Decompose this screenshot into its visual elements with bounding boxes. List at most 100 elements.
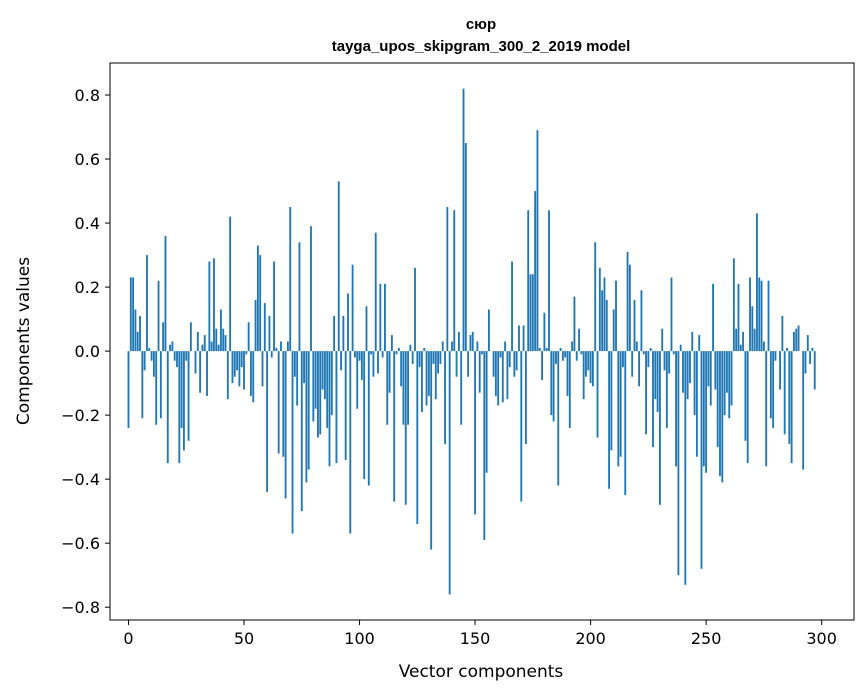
bar xyxy=(628,264,631,352)
bar xyxy=(760,280,763,352)
bar xyxy=(548,210,550,352)
bar xyxy=(367,351,370,486)
bar xyxy=(686,351,689,400)
bar xyxy=(670,277,673,352)
x-tick-label: 100 xyxy=(344,629,375,648)
y-axis-ticks: −0.8 −0.6 −0.4 −0.2 0.0 0.2 0.4 0.6 0.8 xyxy=(61,86,110,617)
bar xyxy=(377,351,379,374)
bar-series xyxy=(127,88,816,595)
bar xyxy=(714,351,717,390)
bar xyxy=(409,344,412,352)
bar xyxy=(296,351,299,406)
bar xyxy=(430,351,433,550)
bar xyxy=(610,351,613,451)
bar xyxy=(640,290,643,352)
bar xyxy=(485,351,488,473)
bar xyxy=(349,351,352,534)
bar xyxy=(136,331,139,352)
bar xyxy=(497,351,500,406)
bar xyxy=(464,143,467,352)
bar xyxy=(273,261,275,352)
bar xyxy=(730,351,733,406)
bar xyxy=(462,88,465,352)
bar xyxy=(695,351,698,457)
bar xyxy=(605,299,608,352)
bar xyxy=(252,351,255,403)
bar xyxy=(568,351,571,428)
y-axis-label: Components values xyxy=(14,257,34,425)
x-tick-label: 150 xyxy=(460,629,491,648)
bar xyxy=(603,277,606,352)
bar xyxy=(728,351,731,419)
bar xyxy=(802,351,805,470)
bar xyxy=(531,274,534,352)
bar xyxy=(243,351,245,390)
bar xyxy=(155,351,158,425)
bar xyxy=(571,341,574,352)
bar xyxy=(344,351,347,460)
bar xyxy=(444,351,446,444)
bar xyxy=(256,245,259,352)
bar xyxy=(187,351,190,441)
bar xyxy=(693,351,696,416)
x-tick-label: 250 xyxy=(691,629,722,648)
bar xyxy=(374,232,377,352)
bar xyxy=(735,328,738,352)
bar xyxy=(217,344,220,352)
bar xyxy=(742,331,745,352)
bar xyxy=(159,351,162,419)
bar xyxy=(658,351,661,505)
bar xyxy=(407,351,409,425)
bar xyxy=(157,280,160,352)
bar xyxy=(354,351,356,358)
bar xyxy=(224,335,227,352)
bar xyxy=(624,351,627,496)
bar xyxy=(732,258,735,352)
bar xyxy=(386,351,389,425)
bar xyxy=(134,309,137,352)
bar xyxy=(356,351,359,409)
bar xyxy=(474,351,476,515)
bar xyxy=(723,351,726,416)
bar xyxy=(298,242,301,352)
bar xyxy=(575,351,578,361)
bar xyxy=(203,335,206,352)
bar xyxy=(397,347,400,352)
bar xyxy=(596,351,599,438)
bar xyxy=(206,351,208,396)
bar xyxy=(284,351,287,499)
bar xyxy=(400,351,403,387)
bar xyxy=(524,351,527,444)
bar xyxy=(561,351,564,361)
bar xyxy=(559,347,562,352)
bar xyxy=(483,351,486,540)
y-tick-label: −0.6 xyxy=(61,534,100,553)
bar xyxy=(631,351,634,377)
bar xyxy=(746,351,749,464)
bar xyxy=(705,351,708,473)
y-tick-label: 0.0 xyxy=(75,342,100,361)
bar xyxy=(395,351,398,355)
bar xyxy=(215,328,218,352)
bar xyxy=(469,335,472,352)
bar xyxy=(534,191,537,352)
bar xyxy=(619,351,622,457)
x-axis-label: Vector components xyxy=(399,662,564,682)
bar xyxy=(180,351,183,428)
bar xyxy=(425,351,428,406)
bar xyxy=(700,351,703,569)
bar xyxy=(166,351,169,464)
bar xyxy=(758,277,761,352)
bar xyxy=(291,351,294,534)
bar xyxy=(289,207,292,352)
bar xyxy=(245,351,248,355)
bar xyxy=(250,351,252,396)
bar xyxy=(527,210,530,352)
bar xyxy=(321,351,324,390)
bar xyxy=(370,351,373,355)
bar xyxy=(645,351,647,435)
bar xyxy=(226,351,229,400)
bar xyxy=(552,351,555,422)
